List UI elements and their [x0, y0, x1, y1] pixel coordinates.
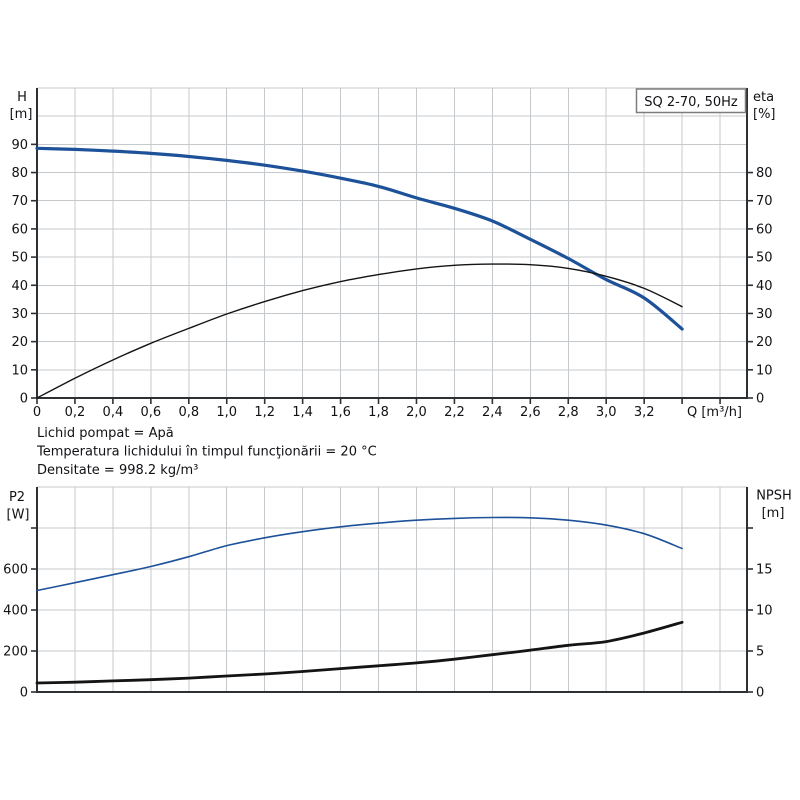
- curve-eta: [36, 263, 683, 399]
- p2-axis-title: P2: [9, 490, 25, 505]
- right-tick-label: 5: [756, 645, 764, 660]
- curves: [35, 516, 684, 685]
- right-tick-label: 0: [756, 392, 764, 407]
- hq-eta-chart: 0 10 20 30 40 50 60 70 80 90 0 10 20 30 40 50 60 70 80 0 0,2…: [11, 87, 773, 420]
- left-tick-label: 50: [11, 251, 28, 266]
- h-axis-unit: [m]: [10, 107, 33, 122]
- left-tick-label: 70: [11, 194, 28, 209]
- eta-axis-title: eta: [753, 90, 774, 105]
- left-tick-label: 30: [11, 307, 28, 322]
- p2-axis-unit: [W]: [7, 508, 30, 523]
- axes: [35, 487, 749, 694]
- info-line-temperature: Temperatura lichidului în timpul funcţio…: [36, 445, 377, 460]
- q-axis-title: Q [m³/h]: [687, 405, 742, 420]
- right-tick-label: 20: [756, 335, 773, 350]
- x-tick-label: 0: [33, 405, 41, 420]
- x-tick-label: 1,6: [330, 405, 351, 420]
- x-tick-label: 0,2: [65, 405, 86, 420]
- right-tick-label: 80: [756, 166, 773, 181]
- ticks-and-labels: 0 200 400 600 0 5 10 15: [3, 527, 773, 701]
- h-axis-title: H: [17, 90, 27, 105]
- x-tick-label: 1,8: [368, 405, 389, 420]
- npsh-axis-title: NPSH: [756, 489, 792, 504]
- right-tick-label: 0: [756, 686, 764, 701]
- curve-P2: [36, 516, 683, 592]
- x-tick-label: 0,6: [140, 405, 161, 420]
- left-tick-label: 20: [11, 335, 28, 350]
- x-tick-label: 1,4: [292, 405, 313, 420]
- info-line-density: Densitate = 998.2 kg/m³: [37, 463, 198, 478]
- left-tick-label: 60: [11, 222, 28, 237]
- x-tick-label: 1,2: [254, 405, 275, 420]
- x-tick-label: 1,0: [216, 405, 237, 420]
- left-tick-label: 200: [3, 645, 28, 660]
- grid: [37, 87, 747, 398]
- grid: [37, 486, 747, 692]
- npsh-axis-unit: [m]: [762, 506, 785, 521]
- p2-npsh-chart: 0 200 400 600 0 5 10 15: [3, 486, 773, 701]
- chart-title-box: [635, 88, 747, 114]
- left-tick-label: 400: [3, 604, 28, 619]
- info-line-liquid: Lichid pompat = Apă: [37, 426, 174, 441]
- curve-H: [35, 146, 684, 331]
- left-tick-label: 90: [11, 138, 28, 153]
- x-tick-label: 2,8: [558, 405, 579, 420]
- x-tick-label: 3,0: [596, 405, 617, 420]
- left-tick-label: 80: [11, 166, 28, 181]
- left-tick-label: 600: [3, 563, 28, 578]
- right-tick-label: 50: [756, 251, 773, 266]
- x-tick-label: 2,6: [520, 405, 541, 420]
- right-tick-label: 10: [756, 363, 773, 378]
- left-tick-label: 0: [20, 686, 28, 701]
- left-tick-label: 0: [20, 392, 28, 407]
- eta-axis-unit: [%]: [753, 107, 776, 122]
- right-tick-label: 40: [756, 279, 773, 294]
- right-tick-label: 60: [756, 222, 773, 237]
- left-tick-label: 40: [11, 279, 28, 294]
- axes: [35, 88, 749, 400]
- ticks-and-labels: 0 10 20 30 40 50 60 70 80 90 0 10 20 30 40 50 60 70 80 0 0,2…: [11, 138, 772, 420]
- curves: [35, 146, 684, 399]
- x-tick-label: 2,4: [482, 405, 503, 420]
- right-tick-label: 10: [756, 604, 773, 619]
- right-tick-label: 15: [756, 563, 773, 578]
- right-tick-label: 70: [756, 194, 773, 209]
- x-tick-label: 2,2: [444, 405, 465, 420]
- x-tick-label: 0,8: [178, 405, 199, 420]
- curve-NPSH: [35, 620, 684, 685]
- x-tick-label: 2,0: [406, 405, 427, 420]
- right-tick-label: 30: [756, 307, 773, 322]
- left-tick-label: 10: [11, 363, 28, 378]
- chart-title: SQ 2-70, 50Hz: [644, 95, 738, 110]
- x-tick-label: 0,4: [103, 405, 124, 420]
- x-tick-label: 3,2: [634, 405, 655, 420]
